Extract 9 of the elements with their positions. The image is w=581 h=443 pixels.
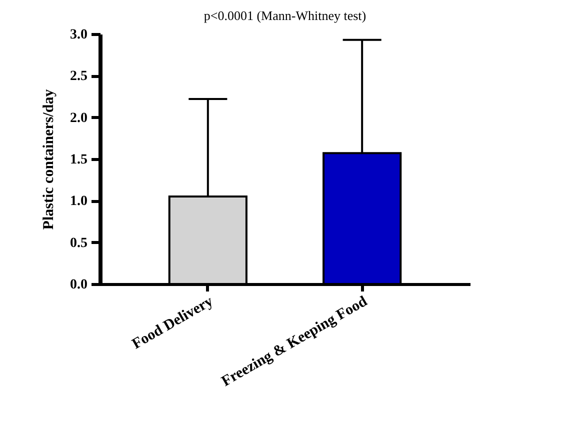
chart-title: p<0.0001 (Mann-Whitney test) bbox=[204, 8, 366, 23]
y-axis-title: Plastic containers/day bbox=[41, 88, 57, 230]
y-tick-label: 2.5 bbox=[70, 69, 88, 84]
y-tick-label: 0.5 bbox=[70, 236, 88, 251]
y-tick-label: 0.0 bbox=[70, 278, 88, 292]
y-tick-label: 1.0 bbox=[70, 194, 88, 210]
y-tick-label: 2.0 bbox=[70, 110, 88, 126]
y-tick-label: 1.5 bbox=[70, 152, 88, 168]
y-tick-label: 3.0 bbox=[70, 28, 88, 42]
